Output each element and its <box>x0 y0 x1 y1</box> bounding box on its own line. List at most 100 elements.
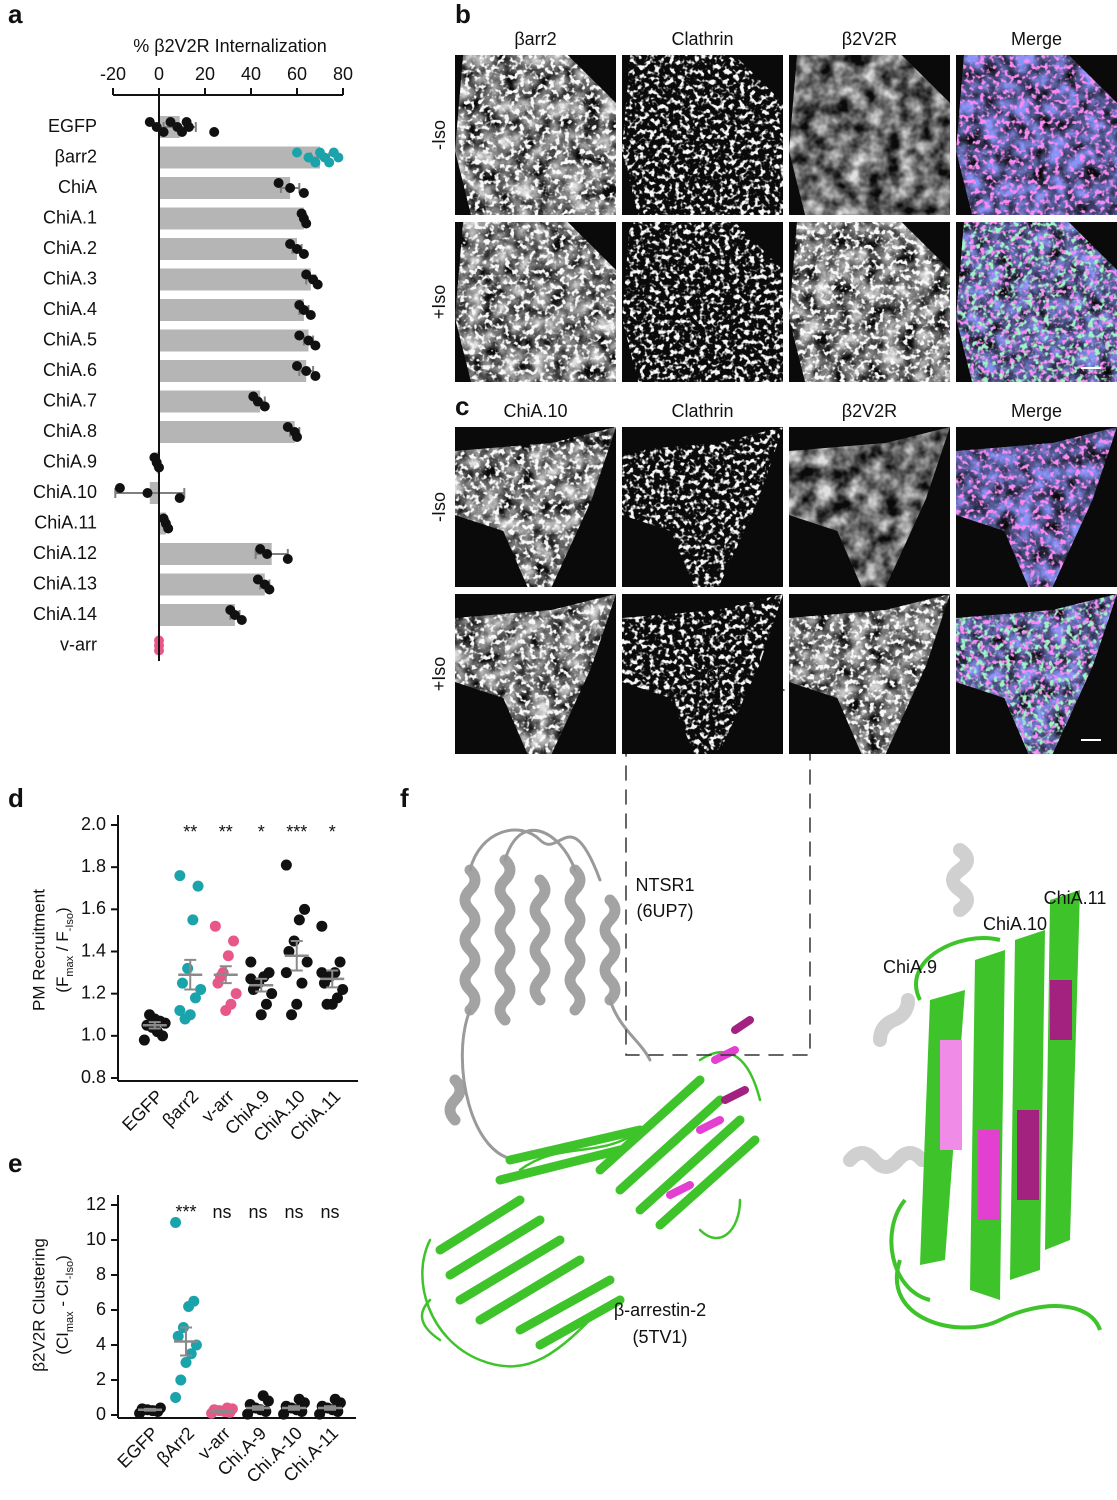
category-label: ChiA.6 <box>43 360 97 380</box>
data-point <box>286 1009 298 1021</box>
data-point <box>158 127 169 137</box>
data-point <box>142 488 153 498</box>
error-bar <box>148 1021 161 1030</box>
data-point <box>283 946 295 957</box>
panel-label: a <box>8 0 23 29</box>
data-point <box>298 305 309 315</box>
x-tick-label: 80 <box>333 64 353 84</box>
data-point <box>255 1009 267 1021</box>
bar <box>159 329 309 352</box>
data-point <box>170 1392 182 1403</box>
significance: ** <box>219 822 233 842</box>
ntsr1-helices <box>444 854 621 1126</box>
y-tick-label: 1.8 <box>81 856 106 876</box>
structure-label: (6UP7) <box>636 901 693 921</box>
y-axis-subtitle-part: ) <box>53 907 72 913</box>
x-tick-label: 20 <box>195 64 215 84</box>
data-point <box>333 152 344 163</box>
bar <box>159 421 295 443</box>
data-point <box>230 988 242 1000</box>
data-point <box>318 977 330 989</box>
y-axis-subtitle-part: -Iso <box>64 1261 76 1279</box>
error-bar <box>252 1405 264 1411</box>
cell-signal <box>455 55 616 215</box>
bar <box>159 177 291 199</box>
data-point <box>303 152 314 163</box>
category-label: ChiA.12 <box>33 543 97 563</box>
data-point <box>245 956 257 968</box>
row-label: -Iso <box>429 492 449 522</box>
category-label: ChiA.1 <box>43 207 97 227</box>
data-point <box>229 610 240 620</box>
category-label: ChiA.4 <box>43 299 97 319</box>
zoom-loops <box>889 936 1102 1331</box>
data-point <box>209 920 221 932</box>
column-label: β2V2R <box>842 29 897 49</box>
error-bar <box>255 977 268 993</box>
y-axis-subtitle-part: / F <box>53 931 72 956</box>
cell-signal <box>956 222 1117 382</box>
x-tick-label: 60 <box>287 64 307 84</box>
y-axis-subtitle-part: max <box>64 955 76 976</box>
data-point <box>305 310 316 320</box>
data-point <box>255 544 266 554</box>
data-point <box>176 977 188 989</box>
category-label: ChiA.3 <box>43 268 97 288</box>
significance: ns <box>212 1202 231 1222</box>
bar <box>159 299 304 321</box>
data-point <box>301 366 312 376</box>
c-lobe-box <box>625 689 811 1056</box>
x-tick-label: 0 <box>154 64 164 84</box>
error-bar <box>288 1405 300 1411</box>
data-point <box>228 935 240 947</box>
y-axis-subtitle-part: -Iso <box>64 913 76 931</box>
y-tick-label: 6 <box>96 1299 106 1319</box>
data-point <box>296 977 308 989</box>
column-label: Merge <box>1011 29 1062 49</box>
structure-label: (5TV1) <box>632 1327 687 1347</box>
data-point <box>303 335 314 346</box>
cell-signal <box>956 55 1117 215</box>
category-label: v-arr <box>60 634 97 654</box>
zoom-chia11 <box>1017 1110 1039 1200</box>
y-tick-label: 12 <box>86 1194 106 1214</box>
data-point <box>299 903 311 915</box>
data-point <box>174 493 185 503</box>
cell-signal <box>455 427 616 587</box>
data-point <box>262 549 273 559</box>
cell-signal <box>622 55 783 215</box>
data-point <box>215 971 227 983</box>
significance: ns <box>248 1202 267 1222</box>
cell-signal <box>789 222 950 382</box>
zoom-sheet <box>1010 930 1045 1280</box>
data-point <box>180 1357 192 1368</box>
y-tick-label: 2 <box>96 1369 106 1389</box>
y-tick-label: 8 <box>96 1264 106 1284</box>
panel-label: e <box>8 1148 22 1178</box>
ntsr1-loops <box>460 828 652 1162</box>
column-label: β2V2R <box>842 401 897 421</box>
data-point <box>175 1374 187 1386</box>
bar <box>159 268 311 291</box>
structure-label: ChiA.9 <box>883 957 937 977</box>
y-tick-label: 4 <box>96 1334 106 1354</box>
data-point <box>293 914 305 926</box>
panel-label: f <box>400 783 409 813</box>
significance: *** <box>286 822 307 842</box>
significance: ns <box>284 1202 303 1222</box>
y-axis-subtitle-part: ) <box>53 1255 72 1261</box>
data-point <box>182 962 194 974</box>
error-bar <box>324 1405 336 1411</box>
data-point <box>259 401 270 412</box>
panel-label: d <box>8 783 24 813</box>
data-point <box>264 584 275 595</box>
data-point <box>163 523 174 534</box>
data-point <box>334 956 346 968</box>
data-point <box>187 914 199 926</box>
column-label: Clathrin <box>671 29 733 49</box>
y-tick-label: 0 <box>96 1404 106 1424</box>
significance: ns <box>320 1202 339 1222</box>
data-point <box>291 998 303 1010</box>
panel-label: b <box>455 0 471 29</box>
category-label: ChiA.2 <box>43 238 97 258</box>
